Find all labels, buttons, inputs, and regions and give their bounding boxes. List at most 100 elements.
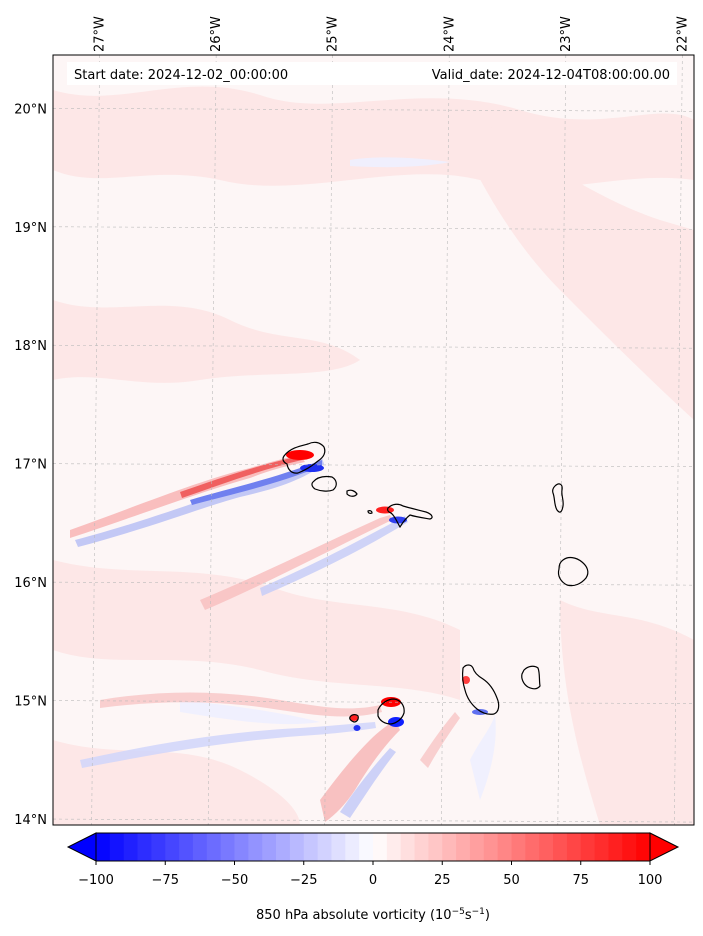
colorbar-band (442, 833, 457, 861)
coast-branco (367, 510, 373, 514)
latitude-label: 17°N (14, 458, 47, 473)
colorbar-ticks: −100 −75 −50 −25 0 25 50 75 100 (78, 861, 662, 888)
colorbar-band (289, 833, 305, 861)
latitude-label: 15°N (14, 695, 47, 710)
latitude-label: 18°N (14, 339, 47, 354)
coastlines (282, 441, 589, 725)
colorbar-band (206, 833, 222, 861)
colorbar-band (511, 833, 526, 861)
colorbar-band (373, 833, 388, 861)
colorbar-tick-label: −100 (78, 873, 114, 888)
dipole-red-sao-nicolau (376, 506, 394, 514)
colorbar-extend-high (649, 832, 680, 862)
wake-negative-mid (260, 516, 408, 596)
longitude-label: 27°W (93, 16, 108, 52)
longitude-label: 25°W (326, 16, 341, 52)
parallel-line (53, 226, 694, 231)
colorbar-band (262, 833, 277, 861)
wake-plume-east (420, 712, 460, 768)
map-panel: Start date: 2024-12-02_00:00:00 Valid_da… (53, 55, 694, 825)
colorbar-band (525, 833, 540, 861)
colorbar-band (414, 833, 429, 861)
colorbar-band (192, 833, 208, 861)
parallel-line (53, 344, 694, 349)
colorbar-band (386, 833, 402, 861)
colorbar-band (248, 833, 263, 861)
colorbar-band (179, 833, 194, 861)
coast-fogo (377, 698, 405, 725)
colorbar-tick-label: 50 (503, 873, 520, 888)
colorbar-band (151, 833, 166, 861)
wake-plume-south (320, 720, 400, 822)
vorticity-field-background (53, 86, 694, 825)
coast-brava (349, 714, 359, 723)
wake-plume-south-blue (340, 748, 396, 818)
colorbar-band (580, 833, 596, 861)
colorbar-band (276, 833, 291, 861)
colorbar-band (303, 833, 319, 861)
colorbar-band (566, 833, 582, 861)
colorbar-tick-label: 25 (434, 873, 451, 888)
colorbar-band (428, 833, 443, 861)
dipole-blue-sao-nicolau (389, 516, 407, 524)
meridian-line (557, 55, 567, 825)
colorbar-band (331, 833, 346, 861)
coast-sao-nicolau (387, 503, 433, 529)
longitude-label: 24°W (442, 16, 457, 52)
start-date-label: Start date: 2024-12-02_00:00:00 (74, 68, 288, 83)
meridian-line (674, 55, 683, 825)
colorbar-band (165, 833, 180, 861)
colorbar-band (400, 833, 416, 861)
colorbar-band (622, 833, 637, 861)
wake-positive-south (100, 692, 382, 717)
parallel-line (53, 463, 694, 467)
wake-negative-north-core (190, 460, 322, 505)
colorbar-tick-label: −50 (221, 873, 248, 888)
colorbar-tick-label: −25 (290, 873, 317, 888)
dipole-red-santiago (462, 676, 470, 684)
wake-negative-south (80, 722, 376, 768)
parallel-line (53, 108, 694, 112)
colorbar-band (96, 833, 111, 861)
meridian-line (207, 55, 217, 825)
coast-maio (521, 665, 541, 690)
colorbar-band (594, 833, 610, 861)
colorbar-band (317, 833, 333, 861)
colorbar-band (345, 833, 360, 861)
colorbar-band (359, 833, 374, 861)
longitude-label: 26°W (209, 16, 224, 52)
parallel-line (53, 581, 694, 586)
colorbar-band (608, 833, 623, 861)
colorbar-band (483, 833, 499, 861)
longitude-label: 22°W (675, 16, 690, 52)
colorbar-band (234, 833, 249, 861)
vorticity-field-weak-blue (180, 157, 496, 800)
meridian-line (91, 55, 100, 825)
colorbar-tick-label: 0 (369, 873, 377, 888)
date-header-box (67, 62, 677, 85)
wake-positive-mid (200, 515, 392, 610)
wake-positive-north-core (180, 456, 302, 498)
dipole-red-santo-antao (286, 450, 314, 460)
colorbar-band (636, 833, 651, 861)
valid-date-label: Valid_date: 2024-12-04T08:00:00.00 (432, 68, 670, 83)
dipole-red-brava (350, 715, 358, 721)
coast-boa-vista (557, 556, 589, 587)
vorticity-wakes (70, 455, 460, 822)
colorbar-band (220, 833, 236, 861)
colorbar-band (469, 833, 485, 861)
colorbar-bands (96, 833, 651, 861)
coast-santo-antao (282, 441, 326, 474)
colorbar-tick-label: −75 (152, 873, 179, 888)
colorbar-label: 850 hPa absolute vorticity (10−5s−1) (256, 907, 490, 923)
coast-sal (552, 483, 564, 513)
coast-santa-luzia (346, 489, 358, 497)
longitude-labels: 27°W 26°W 25°W 24°W 23°W 22°W (93, 16, 691, 52)
colorbar: −100 −75 −50 −25 0 25 50 75 100 850 hPa absolute… (66, 832, 680, 923)
latitude-label: 16°N (14, 576, 47, 591)
coast-santiago (462, 664, 500, 715)
graticule (53, 55, 694, 825)
parallel-line (53, 700, 694, 704)
colorbar-band (123, 833, 139, 861)
